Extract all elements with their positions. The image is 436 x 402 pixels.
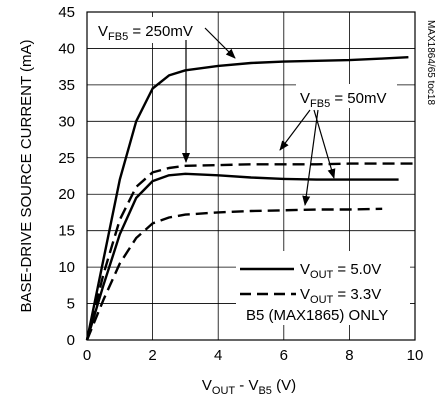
legend-label-5v: VOUT = 5.0V xyxy=(300,261,381,281)
y-tick-label: 40 xyxy=(58,40,75,57)
series-line-dashed-3 xyxy=(85,207,383,341)
x-axis-label: VOUT - VB5 (V) xyxy=(202,377,296,397)
y-tick-label: 20 xyxy=(58,186,75,203)
x-tick-label: 6 xyxy=(280,347,288,364)
annotation-vfb5-50: VFB5 = 50mV xyxy=(300,90,386,110)
series-group xyxy=(85,56,415,341)
arrow-50-to-solid xyxy=(313,109,336,179)
series-line-dashed-1 xyxy=(85,162,415,341)
x-tick-label: 8 xyxy=(345,347,353,364)
legend-box xyxy=(236,251,410,325)
x-tick-label: 10 xyxy=(407,347,424,364)
y-tick-label: 25 xyxy=(58,150,75,167)
y-tick-label: 35 xyxy=(58,77,75,94)
y-tick-label: 15 xyxy=(58,223,75,240)
annotation-vfb5-250: VFB5 = 250mV xyxy=(98,23,193,43)
side-note: MAX1864/65 toc18 xyxy=(425,20,436,105)
y-tick-label: 10 xyxy=(58,259,75,276)
x-tick-label: 0 xyxy=(83,347,91,364)
y-tick-label: 0 xyxy=(67,332,75,349)
annotation-50-bg xyxy=(296,84,397,108)
legend-label-3v3: VOUT = 3.3V xyxy=(300,286,381,306)
arrow-50-to-dashed-lower xyxy=(302,109,319,206)
y-tick-label: 30 xyxy=(58,113,75,130)
y-axis-label: BASE-DRIVE SOURCE CURRENT (mA) xyxy=(18,39,35,312)
x-tick-labels: 0 2 4 6 8 10 xyxy=(83,347,424,364)
x-tick-label: 4 xyxy=(214,347,222,364)
series-line-solid-0 xyxy=(85,56,409,341)
arrow-250-to-solid xyxy=(204,27,236,59)
arrow-50-to-dashed-upper xyxy=(279,109,311,151)
x-tick-label: 2 xyxy=(148,347,156,364)
y-tick-label: 45 xyxy=(58,4,75,21)
legend-note: B5 (MAX1865) ONLY xyxy=(246,307,388,324)
y-tick-labels: 0 5 10 15 20 25 30 35 40 45 xyxy=(58,4,75,349)
annotation-250-bg xyxy=(93,17,210,43)
plot-frame xyxy=(86,11,416,341)
series-line-solid-2 xyxy=(85,172,399,341)
y-tick-label: 5 xyxy=(67,296,75,313)
